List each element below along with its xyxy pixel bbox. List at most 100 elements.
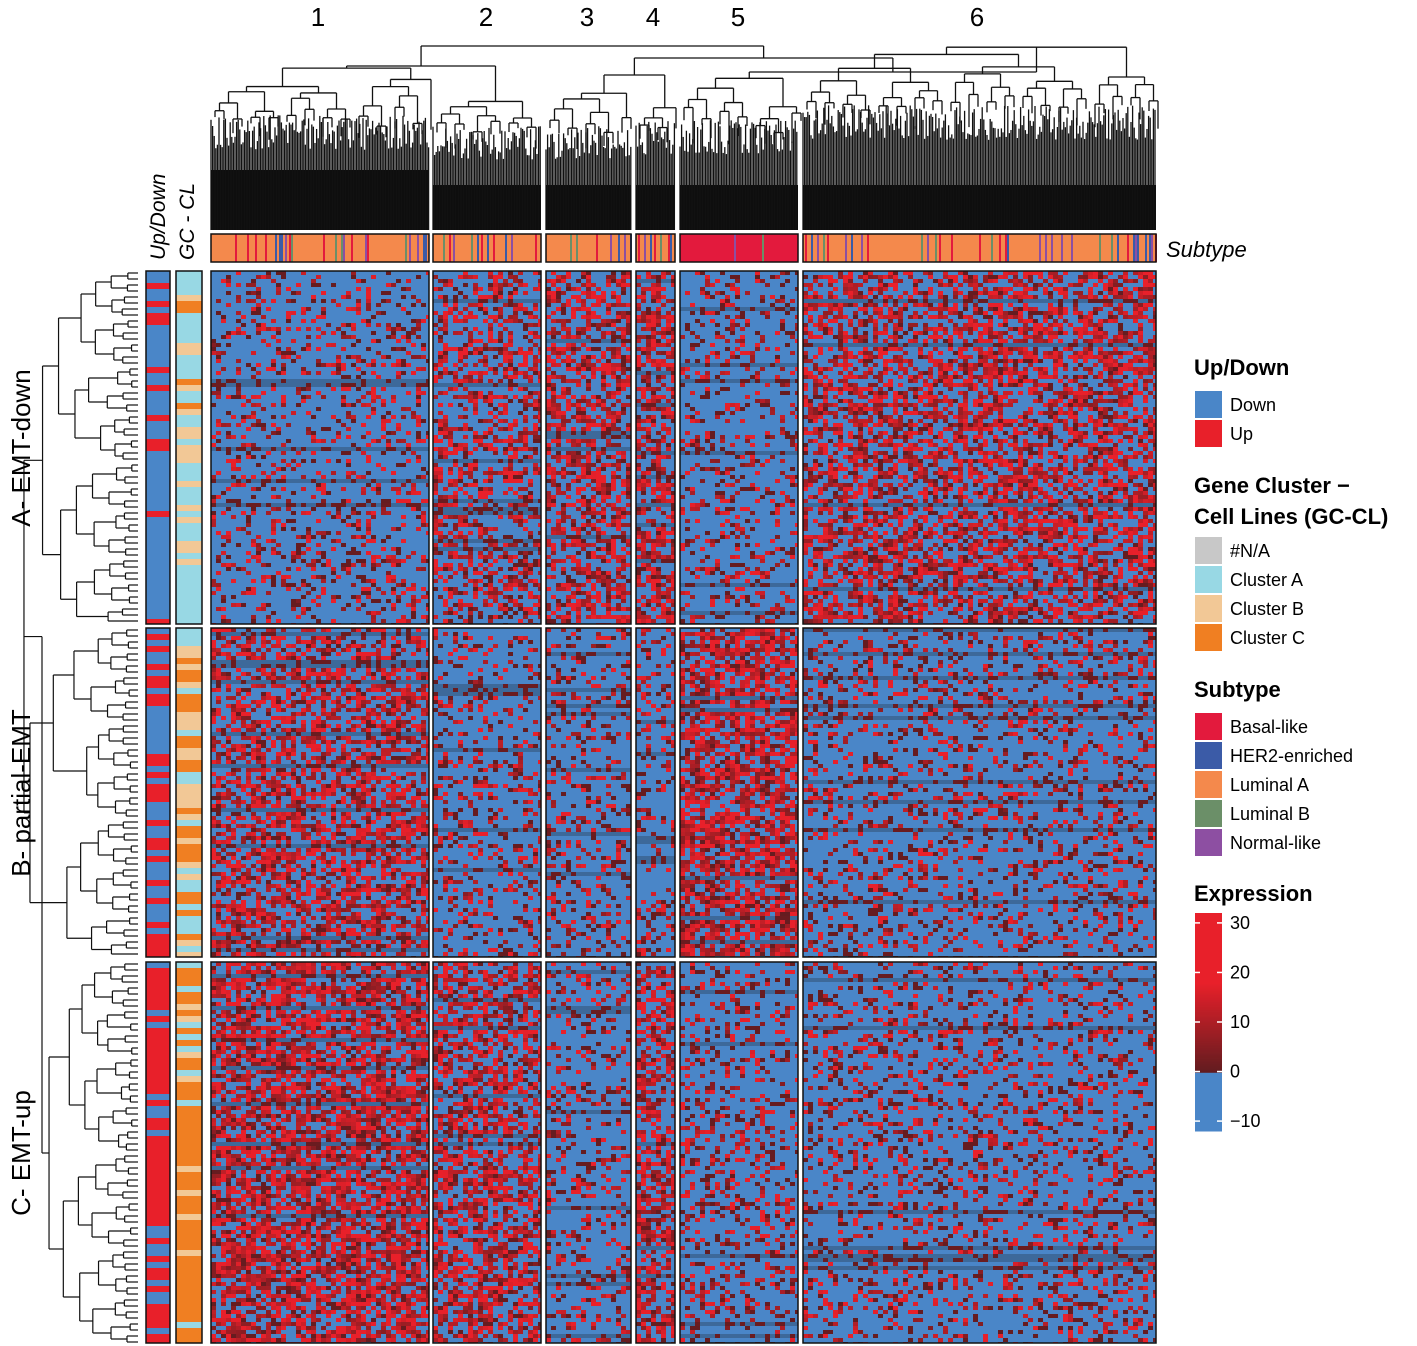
heatmap-cell xyxy=(671,339,675,343)
heatmap-cell xyxy=(416,419,421,423)
heatmap-cell xyxy=(601,367,606,371)
heatmap-cell xyxy=(376,339,381,343)
heatmap-cell xyxy=(591,311,596,315)
heatmap-cell xyxy=(453,591,458,595)
heatmap-cell xyxy=(518,507,523,511)
heatmap-cell xyxy=(616,527,621,531)
heatmap-cell xyxy=(426,591,429,595)
heatmap-cell xyxy=(473,547,478,551)
heatmap-cell xyxy=(488,367,493,371)
heatmap-cell xyxy=(710,311,715,315)
heatmap-cell xyxy=(661,359,666,363)
heatmap-cell xyxy=(271,447,276,451)
heatmap-cell xyxy=(468,459,473,463)
heatmap-cell xyxy=(596,475,601,479)
heatmap-cell xyxy=(256,295,261,299)
heatmap-cell xyxy=(448,307,453,311)
heatmap-cell xyxy=(331,415,336,419)
heatmap-cell xyxy=(473,511,478,515)
heatmap-cell xyxy=(581,539,586,543)
heatmap-cell xyxy=(636,335,641,339)
heatmap-cell xyxy=(581,583,586,587)
heatmap-cell xyxy=(231,447,236,451)
heatmap-cell xyxy=(775,359,780,363)
heatmap-cell xyxy=(401,503,406,507)
column-dendrogram xyxy=(210,45,1159,230)
heatmap-cell xyxy=(468,523,473,527)
subtype-sample xyxy=(405,234,407,262)
heatmap-cell xyxy=(508,443,513,447)
heatmap-cell xyxy=(443,383,448,387)
heatmap-cell xyxy=(438,279,443,283)
heatmap-cell xyxy=(458,515,463,519)
heatmap-cell xyxy=(463,379,468,383)
heatmap-cell xyxy=(488,595,493,599)
heatmap-cell xyxy=(331,379,336,383)
heatmap-cell xyxy=(656,539,661,543)
heatmap-cell xyxy=(581,435,586,439)
heatmap-cell xyxy=(306,503,311,507)
heatmap-cell xyxy=(301,475,306,479)
heatmap-cell xyxy=(561,391,566,395)
heatmap-cell xyxy=(606,431,611,435)
heatmap-cell xyxy=(301,579,306,583)
heatmap-cell xyxy=(241,443,246,447)
heatmap-cell xyxy=(646,351,651,355)
heatmap-cell xyxy=(661,503,666,507)
heatmap-cell xyxy=(656,555,661,559)
heatmap-cell xyxy=(656,447,661,451)
heatmap-cell xyxy=(571,451,576,455)
heatmap-cell xyxy=(538,607,541,611)
heatmap-cell xyxy=(463,415,468,419)
heatmap-cell xyxy=(266,327,271,331)
heatmap-cell xyxy=(508,275,513,279)
heatmap-cell xyxy=(266,539,271,543)
heatmap-cell xyxy=(556,403,561,407)
heatmap-cell xyxy=(596,327,601,331)
heatmap-cell xyxy=(316,531,321,535)
heatmap-cell xyxy=(221,335,226,339)
heatmap-cell xyxy=(356,399,361,403)
heatmap-cell xyxy=(715,459,720,463)
heatmap-cell xyxy=(426,271,429,275)
heatmap-cell xyxy=(216,419,221,423)
heatmap-cell xyxy=(271,299,276,303)
heatmap-cell xyxy=(386,379,391,383)
heatmap-cell xyxy=(396,503,401,507)
heatmap-cell xyxy=(458,443,463,447)
heatmap-cell xyxy=(416,447,421,451)
heatmap-cell xyxy=(601,331,606,335)
heatmap-cell xyxy=(316,275,321,279)
heatmap-cell xyxy=(281,503,286,507)
heatmap-cell xyxy=(551,371,556,375)
heatmap-cell xyxy=(336,515,341,519)
heatmap-cell xyxy=(416,319,421,323)
heatmap-cell xyxy=(556,395,561,399)
heatmap-cell xyxy=(401,295,406,299)
heatmap-cell xyxy=(416,379,421,383)
heatmap-cell xyxy=(546,407,551,411)
heatmap-cell xyxy=(533,371,538,375)
heatmap-cell xyxy=(416,459,421,463)
heatmap-cell xyxy=(281,523,286,527)
heatmap-cell xyxy=(551,503,556,507)
heatmap-cell xyxy=(690,451,695,455)
heatmap-cell xyxy=(646,275,651,279)
heatmap-cell xyxy=(695,335,700,339)
heatmap-cell xyxy=(715,467,720,471)
heatmap-cell xyxy=(366,551,371,555)
subtype-sample xyxy=(1039,234,1041,262)
subtype-sample xyxy=(1151,234,1153,262)
heatmap-cell xyxy=(561,507,566,511)
heatmap-cell xyxy=(416,507,421,511)
heatmap-cell xyxy=(433,507,438,511)
heatmap-cell xyxy=(730,403,735,407)
heatmap-cell xyxy=(656,603,661,607)
heatmap-cell xyxy=(391,547,396,551)
heatmap-cell xyxy=(236,387,241,391)
heatmap-cell xyxy=(601,603,606,607)
heatmap-cell xyxy=(406,431,411,435)
heatmap-cell xyxy=(493,395,498,399)
heatmap-cell xyxy=(666,491,671,495)
heatmap-cell xyxy=(626,563,631,567)
